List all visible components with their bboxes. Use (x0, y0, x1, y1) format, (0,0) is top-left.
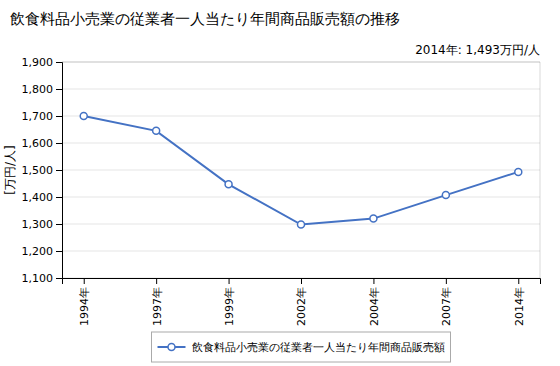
x-tick: 1997年 (151, 278, 164, 326)
x-tick: 2007年 (440, 278, 453, 326)
tick-label: 1,800 (22, 83, 54, 96)
grid-line (62, 89, 540, 90)
tick-mark (518, 278, 519, 284)
annotation: 2014年: 1,493万円/人 (415, 43, 540, 57)
title: 飲食料品小売業の従業者一人当たり年間商品販売額の推移 (10, 10, 400, 28)
tick-label: 1,300 (22, 218, 54, 231)
tick-label: 1,100 (22, 272, 54, 285)
x-tick: 2002年 (295, 278, 308, 326)
tick-mark (84, 278, 85, 284)
tick-mark (56, 62, 62, 63)
x-tick: 1994年 (78, 278, 91, 326)
plot-frame (62, 62, 540, 63)
tick-mark (156, 278, 157, 284)
tick-mark (56, 251, 62, 252)
data-point (370, 215, 377, 222)
legend-label: 飲食料品小売業の従業者一人当たり年間商品販売額 (192, 341, 445, 354)
tick-mark (56, 170, 62, 171)
tick-label: 1994年 (78, 287, 91, 326)
tick-mark (56, 197, 62, 198)
grid (62, 62, 540, 278)
tick-mark (229, 278, 230, 284)
data-point (298, 221, 305, 228)
data-point (442, 192, 449, 199)
data-point (515, 168, 522, 175)
tick-label: 1,400 (22, 191, 54, 204)
tick-mark (446, 278, 447, 284)
y-axis-title: [万円/人] (3, 145, 17, 194)
x-tick: 1999年 (223, 278, 236, 326)
plot-data (80, 113, 522, 229)
tick-mark (56, 143, 62, 144)
grid-line (62, 143, 540, 144)
tick-mark (373, 278, 374, 284)
x-tick: 2004年 (368, 278, 381, 326)
tick-label: 1999年 (223, 287, 236, 326)
tick-label: 1,900 (22, 56, 54, 69)
grid-line (62, 116, 540, 117)
x-axis: 1994年 1997年 1999年 2002年 2004年 2007年 2014年 (63, 278, 541, 326)
tick-mark (56, 278, 62, 279)
tick-label: 2002年 (295, 287, 308, 326)
y-tick: 1,200 (22, 245, 63, 258)
grid-line (62, 62, 540, 63)
y-tick: 1,100 (22, 272, 63, 285)
y-tick: 1,300 (22, 218, 63, 231)
series-line (84, 116, 519, 225)
grid-line (62, 170, 540, 171)
y-tick: 1,900 (22, 56, 63, 69)
tick-label: 1997年 (151, 287, 164, 326)
tick-mark (56, 224, 62, 225)
tick-mark (301, 278, 302, 284)
data-point (153, 127, 160, 134)
plot-frame (540, 62, 541, 278)
tick-label: 1,600 (22, 137, 54, 150)
data-point (80, 113, 87, 120)
y-tick: 1,700 (22, 110, 63, 123)
tick-label: 2014年 (513, 287, 526, 326)
grid-line (62, 197, 540, 198)
y-tick: 1,800 (22, 83, 63, 96)
y-tick: 1,500 (22, 164, 63, 177)
data-point (225, 181, 232, 188)
tick-label: 2007年 (440, 287, 453, 326)
chart-svg: 1,100 1,200 1,300 1,400 1,500 1,600 1,700 1,800… (0, 0, 560, 366)
y-tick: 1,400 (22, 191, 63, 204)
legend-box (152, 332, 451, 362)
chart-container: 1,100 1,200 1,300 1,400 1,500 1,600 1,700 1,800… (0, 0, 560, 366)
tick-label: 1,700 (22, 110, 54, 123)
y-axis: 1,100 1,200 1,300 1,400 1,500 1,600 1,700 1,800… (22, 56, 63, 285)
tick-label: 2004年 (368, 287, 381, 326)
tick-mark (56, 89, 62, 90)
legend-marker (168, 344, 175, 351)
axis-line (56, 63, 63, 279)
grid-line (62, 251, 540, 252)
y-tick: 1,600 (22, 137, 63, 150)
tick-label: 1,200 (22, 245, 54, 258)
legend: 飲食料品小売業の従業者一人当たり年間商品販売額 (152, 332, 451, 362)
x-tick: 2014年 (513, 278, 526, 326)
tick-label: 1,500 (22, 164, 54, 177)
tick-mark (56, 116, 62, 117)
axis-line (63, 279, 541, 285)
